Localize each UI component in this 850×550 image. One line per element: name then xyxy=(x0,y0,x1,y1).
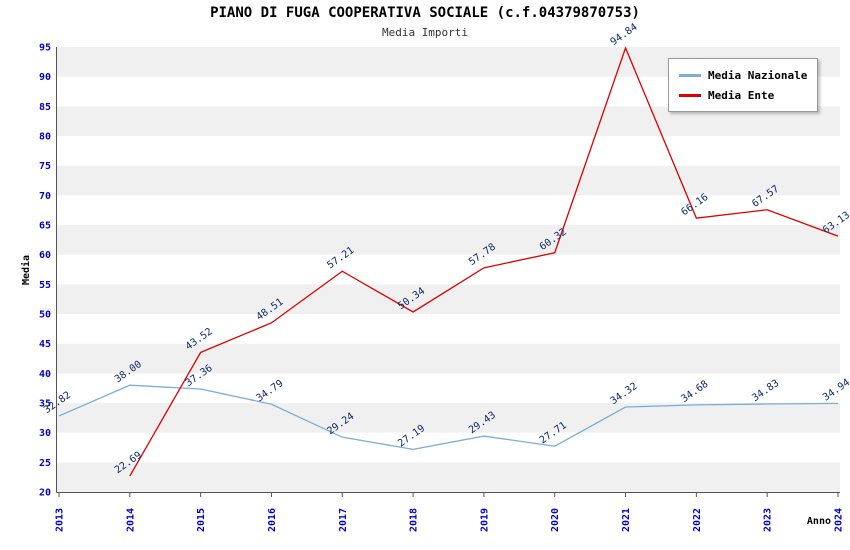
legend: Media Nazionale Media Ente xyxy=(668,58,819,112)
legend-label-media-ente: Media Ente xyxy=(708,88,775,102)
y-tick-label: 65 xyxy=(39,221,51,232)
x-tick-label: 2024 xyxy=(834,508,845,532)
y-tick-label: 20 xyxy=(39,488,51,499)
y-axis-title: Media xyxy=(20,255,32,285)
x-axis-title: Anno xyxy=(807,516,831,527)
x-tick-label: 2021 xyxy=(621,508,632,532)
legend-item-media-nazionale: Media Nazionale xyxy=(679,65,807,85)
y-tick-label: 80 xyxy=(39,132,51,143)
y-tick-label: 50 xyxy=(39,310,51,321)
y-tick-label: 40 xyxy=(39,369,51,380)
data-label: 94.84 xyxy=(609,22,640,48)
y-tick-label: 95 xyxy=(39,43,51,54)
y-tick-label: 55 xyxy=(39,280,51,291)
grid-band xyxy=(57,314,840,344)
y-tick-label: 70 xyxy=(39,191,51,202)
x-tick-label: 2016 xyxy=(267,508,278,532)
grid-band xyxy=(57,403,840,433)
x-tick-label: 2023 xyxy=(763,508,774,532)
grid-band xyxy=(57,254,840,285)
y-tick-label: 85 xyxy=(39,102,51,113)
legend-swatch-media-ente xyxy=(679,93,701,97)
x-tick-label: 2022 xyxy=(692,508,703,532)
legend-label-media-nazionale: Media Nazionale xyxy=(708,68,808,82)
series-line-media-ente xyxy=(129,46,839,477)
grid-band xyxy=(57,432,840,463)
y-tick-label: 30 xyxy=(39,428,51,439)
grid-band xyxy=(57,462,840,492)
y-tick-label: 45 xyxy=(39,339,51,350)
grid-band xyxy=(57,284,840,314)
y-tick-label: 25 xyxy=(39,458,51,469)
y-tick-label: 35 xyxy=(39,399,51,410)
grid-band xyxy=(57,343,840,374)
y-tick-label: 90 xyxy=(39,72,51,83)
series-line-media-nazionale xyxy=(58,384,839,450)
legend-item-media-ente: Media Ente xyxy=(679,85,807,105)
y-tick-label: 60 xyxy=(39,250,51,261)
legend-swatch-media-nazionale xyxy=(679,73,701,77)
x-tick-label: 2017 xyxy=(338,508,349,532)
y-tick-label: 75 xyxy=(39,161,51,172)
x-tick-label: 2014 xyxy=(125,508,136,532)
x-tick-label: 2015 xyxy=(196,508,207,532)
x-tick-label: 2019 xyxy=(479,508,490,532)
x-tick-label: 2018 xyxy=(409,508,420,532)
chart-title: PIANO DI FUGA COOPERATIVA SOCIALE (c.f.0… xyxy=(210,5,640,21)
grid-band xyxy=(57,136,840,166)
x-tick-label: 2013 xyxy=(55,508,66,532)
x-tick-label: 2020 xyxy=(550,508,561,532)
grid-band xyxy=(57,195,840,225)
grid-band xyxy=(57,225,840,255)
chart-subtitle: Media Importi xyxy=(381,26,469,39)
grid-band xyxy=(57,165,840,196)
